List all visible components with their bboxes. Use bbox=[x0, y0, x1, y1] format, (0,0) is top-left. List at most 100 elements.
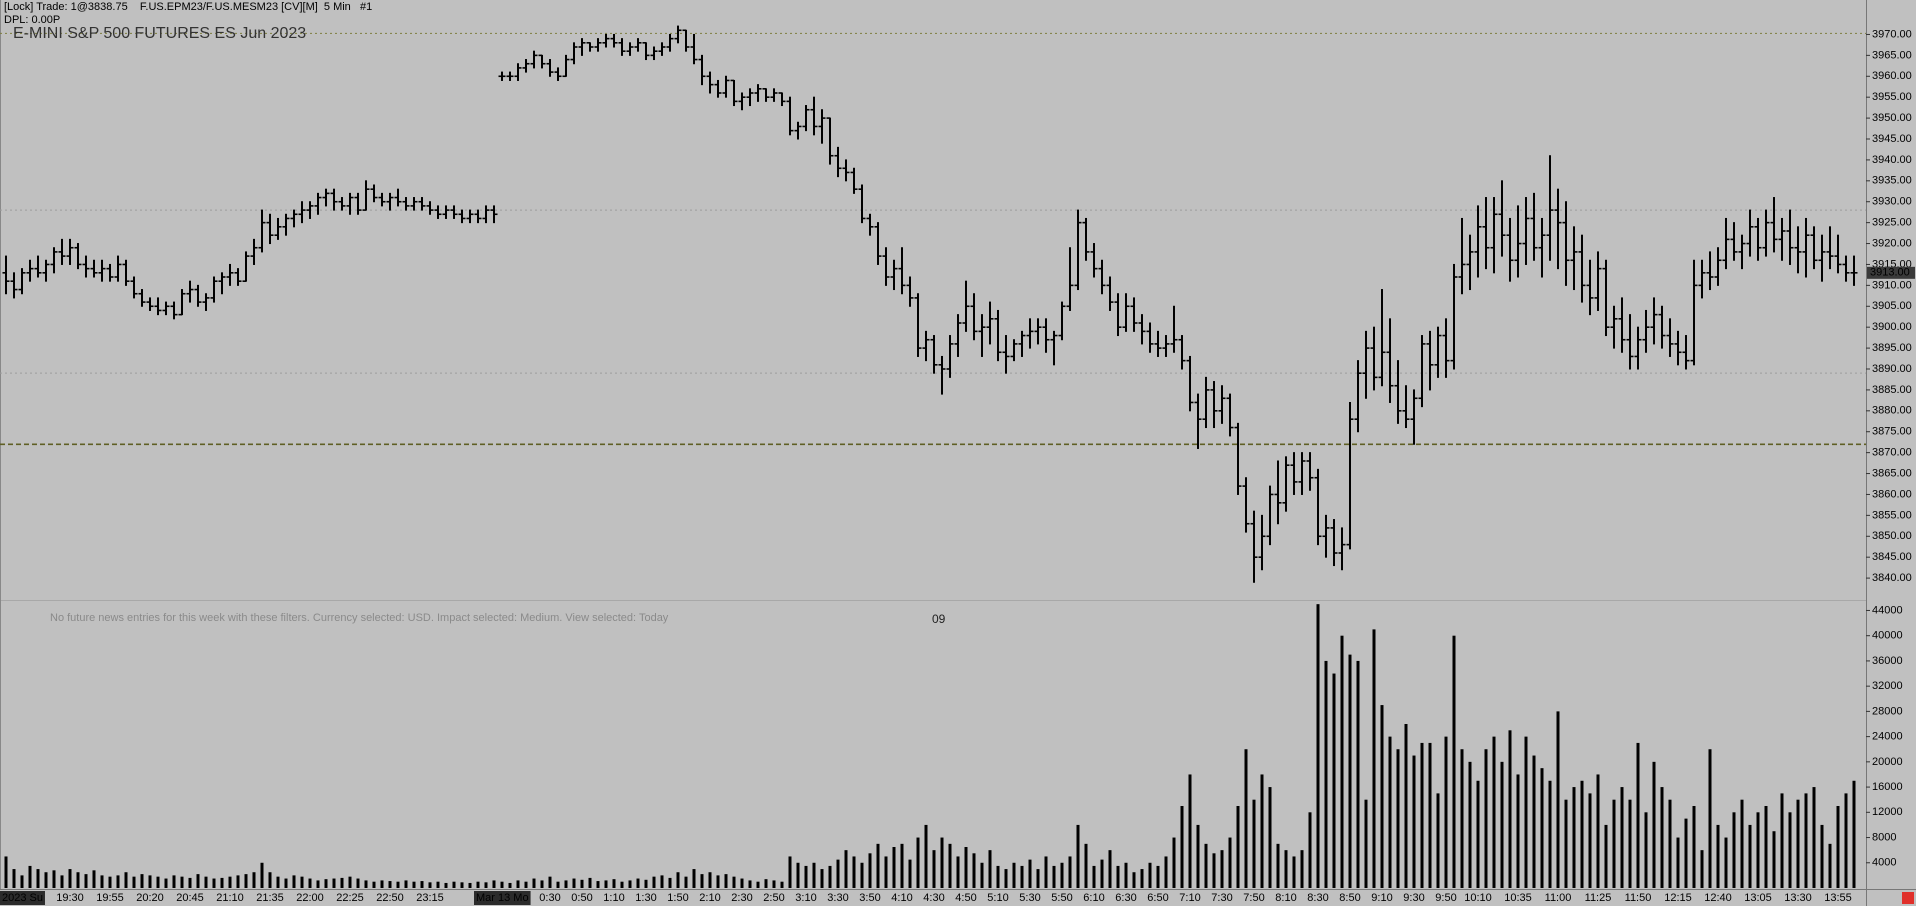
volume-bar bbox=[1724, 837, 1728, 888]
volume-bar bbox=[1420, 742, 1424, 888]
x-tick-label: 12:40 bbox=[1704, 892, 1732, 904]
y-tick-label: 3885.00 bbox=[1872, 384, 1912, 396]
x-tick-label: 0:50 bbox=[571, 892, 592, 904]
volume-bar bbox=[1060, 862, 1064, 888]
volume-bar bbox=[1788, 812, 1792, 888]
volume-bar bbox=[812, 862, 816, 888]
volume-bar bbox=[1796, 799, 1800, 888]
x-tick-label: 19:55 bbox=[96, 892, 124, 904]
y-tick-label: 32000 bbox=[1872, 680, 1903, 692]
volume-bar bbox=[276, 876, 280, 888]
volume-bar bbox=[300, 876, 304, 888]
volume-bar bbox=[428, 882, 432, 888]
volume-bar bbox=[148, 875, 152, 888]
volume-bar bbox=[548, 876, 552, 888]
volume-bar bbox=[756, 881, 760, 888]
volume-bar bbox=[228, 876, 232, 888]
y-tick-label: 3860.00 bbox=[1872, 488, 1912, 500]
volume-bar bbox=[140, 874, 144, 888]
volume-bar bbox=[1068, 856, 1072, 888]
volume-bar bbox=[788, 856, 792, 888]
volume-bar bbox=[1092, 865, 1096, 888]
y-tick-label: 40000 bbox=[1872, 630, 1903, 642]
volume-bar bbox=[284, 878, 288, 888]
volume-bar bbox=[1492, 736, 1496, 888]
volume-bar bbox=[1812, 787, 1816, 888]
volume-bar bbox=[1820, 824, 1824, 888]
x-tick-label: 3:30 bbox=[827, 892, 848, 904]
volume-bar bbox=[1676, 837, 1680, 888]
volume-bar bbox=[1604, 824, 1608, 888]
volume-bar bbox=[940, 837, 944, 888]
y-tick-label: 3840.00 bbox=[1872, 572, 1912, 584]
last-price-box bbox=[1867, 266, 1915, 279]
volume-bar bbox=[692, 869, 696, 888]
volume-bar bbox=[804, 865, 808, 888]
volume-bar bbox=[1284, 850, 1288, 888]
trade-info: [Lock] Trade: 1@3838.75 F.US.EPM23/F.US.… bbox=[4, 1, 373, 13]
volume-bar bbox=[316, 880, 320, 888]
volume-bar bbox=[68, 869, 72, 888]
volume-bar bbox=[1164, 856, 1168, 888]
volume-bar bbox=[1036, 869, 1040, 888]
volume-bar bbox=[380, 880, 384, 888]
volume-bar bbox=[716, 875, 720, 888]
volume-bar bbox=[1532, 755, 1536, 888]
volume-bar bbox=[1660, 787, 1664, 888]
x-tick-label: 20:20 bbox=[136, 892, 164, 904]
volume-bar bbox=[1740, 799, 1744, 888]
x-tick-label: 10:10 bbox=[1464, 892, 1492, 904]
volume-bar bbox=[500, 881, 504, 888]
volume-bar bbox=[124, 872, 128, 888]
x-tick-label: 8:30 bbox=[1307, 892, 1328, 904]
x-tick-label: 20:45 bbox=[176, 892, 204, 904]
x-tick-label: 2:50 bbox=[763, 892, 784, 904]
volume-bar bbox=[1804, 793, 1808, 888]
x-tick-label: 9:30 bbox=[1403, 892, 1424, 904]
volume-bar bbox=[100, 875, 104, 888]
x-tick-label: 21:10 bbox=[216, 892, 244, 904]
volume-bar bbox=[700, 874, 704, 888]
y-tick-label: 16000 bbox=[1872, 781, 1903, 793]
volume-bar bbox=[52, 870, 56, 888]
volume-bar bbox=[836, 859, 840, 888]
volume-bar bbox=[1028, 859, 1032, 888]
x-tick-label: 5:50 bbox=[1051, 892, 1072, 904]
volume-bar bbox=[892, 847, 896, 888]
volume-bar bbox=[436, 881, 440, 888]
volume-bar bbox=[1436, 793, 1440, 888]
y-tick-label: 3875.00 bbox=[1872, 426, 1912, 438]
volume-bar bbox=[1012, 862, 1016, 888]
volume-bar bbox=[588, 877, 592, 888]
volume-bar bbox=[1548, 780, 1552, 888]
y-tick-label: 3890.00 bbox=[1872, 363, 1912, 375]
volume-bar bbox=[1388, 736, 1392, 888]
volume-bar bbox=[1732, 812, 1736, 888]
x-tick-label: 9:10 bbox=[1371, 892, 1392, 904]
volume-bar bbox=[1220, 850, 1224, 888]
last-price-label: 3913.00 bbox=[1870, 267, 1910, 279]
dpl: DPL: 0.00P bbox=[4, 14, 61, 26]
x-tick-label: 11:50 bbox=[1625, 892, 1652, 904]
volume-bar bbox=[964, 847, 968, 888]
volume-bar bbox=[908, 859, 912, 888]
volume-bar bbox=[340, 877, 344, 888]
volume-bar bbox=[1108, 850, 1112, 888]
volume-bar bbox=[388, 881, 392, 888]
volume-bar bbox=[748, 880, 752, 888]
volume-bar bbox=[212, 878, 216, 888]
y-tick-label: 4000 bbox=[1872, 857, 1896, 869]
volume-bar bbox=[1412, 755, 1416, 888]
volume-bar bbox=[540, 880, 544, 888]
x-tick-label: 7:10 bbox=[1179, 892, 1200, 904]
volume-bar bbox=[1756, 812, 1760, 888]
volume-bar bbox=[1716, 824, 1720, 888]
y-tick-label: 3855.00 bbox=[1872, 509, 1912, 521]
volume-bar bbox=[1836, 806, 1840, 888]
x-tick-label: 1:10 bbox=[603, 892, 624, 904]
y-tick-label: 3880.00 bbox=[1872, 405, 1912, 417]
volume-bar bbox=[1684, 818, 1688, 888]
volume-bar bbox=[1596, 774, 1600, 888]
y-tick-label: 3865.00 bbox=[1872, 467, 1912, 479]
